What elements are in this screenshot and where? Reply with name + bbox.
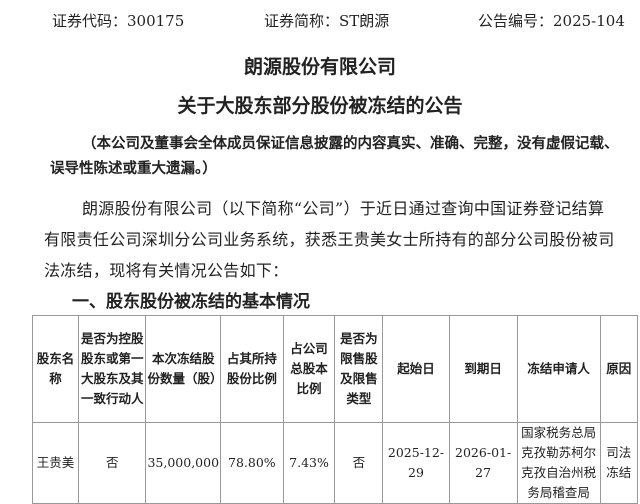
col-header: 占其所持股份比例 <box>220 315 284 423</box>
col-header: 到期日 <box>448 315 518 423</box>
table-header-row: 股东名称 是否为控股股东或第一大股东及其一致行动人 本次冻结股份数量（股） 占其… <box>31 315 639 423</box>
notice-number: 公告编号：2025-104 <box>478 12 625 30</box>
paragraph-line-1: 朗源股份有限公司（以下简称“公司”）于近日通过查询中国证券登记结算 <box>82 199 605 218</box>
table-row: 王贵美 否 35,000,000 78.80% 7.43% 否 2025-12-… <box>31 422 639 504</box>
cell-total-ratio: 7.43% <box>282 422 336 504</box>
col-header: 原因 <box>599 315 639 423</box>
cell-frozen-shares: 35,000,000 <box>145 422 222 504</box>
cell-reason: 司法冻结 <box>599 422 639 504</box>
cell-start-date: 2025-12-29 <box>382 422 450 504</box>
col-header: 冻结申请人 <box>516 315 601 423</box>
col-header: 本次冻结股份数量（股） <box>145 315 222 423</box>
cell-name: 王贵美 <box>31 422 80 504</box>
cell-applicant: 国家税务总局克孜勒苏柯尔克孜自治州税务局稽查局 <box>516 422 601 504</box>
col-header: 起始日 <box>382 315 450 423</box>
cell-holding-ratio: 78.80% <box>220 422 284 504</box>
cell-end-date: 2026-01-27 <box>448 422 518 504</box>
col-header: 是否为限售股及限售类型 <box>334 315 384 423</box>
col-header: 是否为控股股东或第一大股东及其一致行动人 <box>78 315 147 423</box>
disclaimer-line-2: 误导性陈述或重大遗漏。） <box>50 161 217 177</box>
col-header: 股东名称 <box>31 315 80 423</box>
section-heading: 一、股东股份被冻结的基本情况 <box>72 292 310 312</box>
col-header: 占公司总股本比例 <box>282 315 336 423</box>
cell-restricted: 否 <box>334 422 384 504</box>
paragraph-line-3: 法冻结，现将有关情况公告如下： <box>44 261 289 280</box>
stock-code: 证券代码：300175 <box>52 12 185 30</box>
disclaimer-line-1: （本公司及董事会全体成员保证信息披露的内容真实、准确、完整，没有虚假记载、 <box>82 136 619 152</box>
cell-controlling: 否 <box>78 422 147 504</box>
paragraph-line-2: 有限责任公司深圳分公司业务系统，获悉王贵美女士所持有的部分公司股份被司 <box>44 230 615 249</box>
freeze-table: 股东名称 是否为控股股东或第一大股东及其一致行动人 本次冻结股份数量（股） 占其… <box>31 315 639 504</box>
company-name: 朗源股份有限公司 <box>243 56 396 78</box>
stock-short-name: 证券简称：ST朗源 <box>264 12 390 30</box>
announcement-title: 关于大股东部分股份被冻结的公告 <box>177 95 463 117</box>
